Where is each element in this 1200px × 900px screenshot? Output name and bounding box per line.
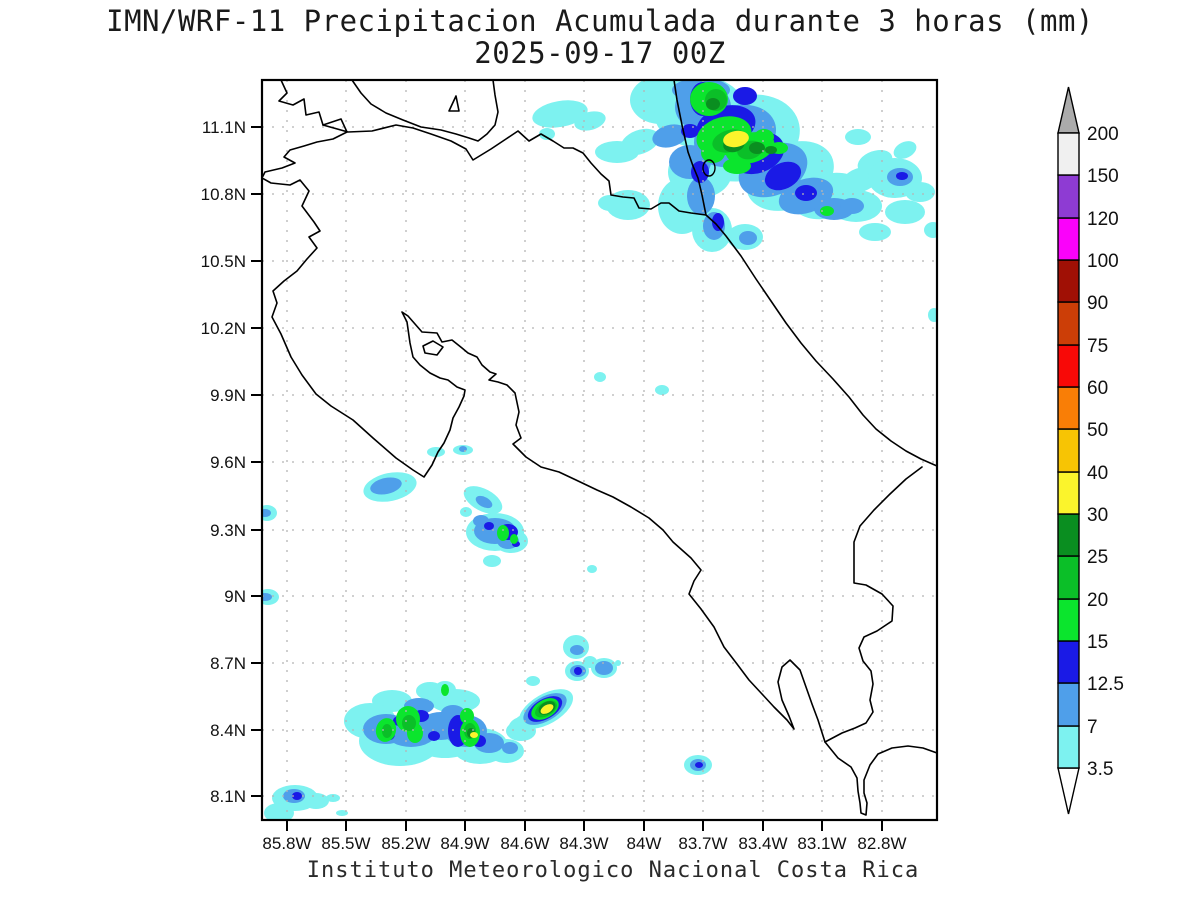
- colorbar-segment: [1057, 386, 1080, 430]
- precip-layer-7-12p5mm: [262, 80, 913, 803]
- colorbar-segment: [1057, 598, 1080, 642]
- lake-nicaragua-shoreline: [351, 80, 499, 142]
- colorbar-segment: [1057, 725, 1080, 769]
- colorbar-overflow-arrow: [1057, 86, 1080, 134]
- colorbar-label: 20: [1087, 590, 1108, 611]
- lon-label: 84W: [627, 834, 662, 853]
- precip-layer-3p5-7mm: [262, 80, 937, 820]
- plot-frame: [260, 78, 939, 822]
- lat-label: 11.1N: [202, 118, 246, 137]
- colorbar-underflow-arrow: [1057, 767, 1080, 815]
- colorbar-label: 75: [1087, 336, 1108, 357]
- lat-label: 9.9N: [210, 386, 246, 405]
- colorbar-label: 120: [1087, 209, 1119, 230]
- colorbar-label: 15: [1087, 632, 1108, 653]
- lat-lon-gridlines: [262, 80, 937, 820]
- lat-label: 8.4N: [210, 721, 246, 740]
- colorbar-label: 25: [1087, 547, 1108, 568]
- lon-label: 85.8W: [262, 834, 311, 853]
- colorbar-label: 30: [1087, 505, 1108, 526]
- coastline-borders: [262, 80, 937, 816]
- lon-label: 84.6W: [500, 834, 549, 853]
- lat-label: 10.8N: [201, 185, 246, 204]
- colorbar-label: 12.5: [1087, 674, 1124, 695]
- colorbar-segment: [1057, 301, 1080, 346]
- lon-label: 84.3W: [559, 834, 608, 853]
- panama-border-line: [824, 466, 923, 743]
- colorbar-label: 7: [1087, 717, 1098, 738]
- colorbar-segment: [1057, 428, 1080, 473]
- lat-label: 8.1N: [210, 787, 246, 806]
- lon-label: 83.1W: [797, 834, 846, 853]
- colorbar-label: 40: [1087, 463, 1108, 484]
- colorbar-segment: [1057, 513, 1080, 557]
- colorbar-segment: [1057, 682, 1080, 727]
- colorbar: 3.5 7 12.5 15 20 25 30 40 50 60 75 90 10…: [1057, 86, 1124, 815]
- lon-label: 84.9W: [440, 834, 489, 853]
- colorbar-label: 200: [1087, 124, 1119, 145]
- colorbar-segment: [1057, 132, 1080, 176]
- lon-label: 83.4W: [738, 834, 787, 853]
- nicaragua-border-line: [322, 124, 707, 216]
- colorbar-label: 3.5: [1087, 759, 1113, 780]
- colorbar-segment: [1057, 259, 1080, 303]
- colorbar-label: 150: [1087, 166, 1119, 187]
- lake-island-outline: [448, 95, 460, 112]
- footer-attribution: Instituto Meteorologico Nacional Costa R…: [307, 858, 920, 883]
- chira-island-outline: [422, 340, 444, 356]
- lat-label: 10.2N: [201, 319, 246, 338]
- lat-label: 9.3N: [210, 521, 246, 540]
- lat-label: 8.7N: [210, 654, 246, 673]
- lat-label: 10.5N: [201, 252, 246, 271]
- coastal-lagoon-outline: [702, 159, 716, 177]
- page-title: IMN/WRF-11 Precipitacion Acumulada duran…: [106, 4, 1094, 38]
- map-plot-area: [262, 80, 937, 820]
- pacific-coastline: [262, 80, 937, 816]
- lon-label: 85.5W: [321, 834, 370, 853]
- precip-layer-30-40mm: [470, 130, 749, 738]
- colorbar-segment: [1057, 217, 1080, 261]
- colorbar-segment: [1057, 471, 1080, 515]
- colorbar-segment: [1057, 555, 1080, 600]
- colorbar-label: 100: [1087, 251, 1119, 272]
- latitude-axis-labels: 11.1N 10.8N 10.5N 10.2N 9.9N 9.6N 9.3N 9…: [201, 118, 246, 806]
- colorbar-segment: [1057, 174, 1080, 219]
- lat-label: 9N: [224, 587, 246, 606]
- lon-label: 85.2W: [381, 834, 430, 853]
- colorbar-label: 50: [1087, 420, 1108, 441]
- lon-label: 82.8W: [857, 834, 906, 853]
- colorbar-segment: [1057, 640, 1080, 684]
- axis-tick-marks: [251, 126, 883, 831]
- colorbar-labels: 3.5 7 12.5 15 20 25 30 40 50 60 75 90 10…: [1087, 124, 1124, 780]
- lon-label: 83.7W: [678, 834, 727, 853]
- page-subtitle-datetime: 2025-09-17 00Z: [474, 36, 725, 70]
- caribbean-coastline: [673, 80, 937, 467]
- colorbar-label: 90: [1087, 293, 1108, 314]
- colorbar-segment: [1057, 344, 1080, 388]
- longitude-axis-labels: 85.8W 85.5W 85.2W 84.9W 84.6W 84.3W 84W …: [262, 834, 906, 853]
- colorbar-label: 60: [1087, 378, 1108, 399]
- lat-label: 9.6N: [210, 453, 246, 472]
